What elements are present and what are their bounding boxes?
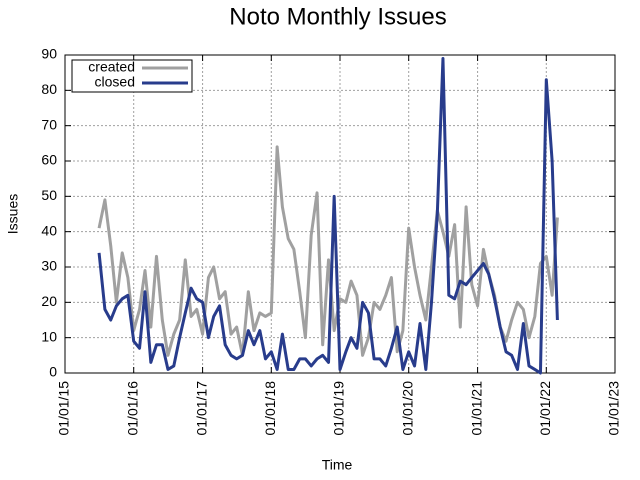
x-axis-label: Time: [322, 457, 353, 473]
legend-box: [71, 59, 193, 93]
y-tick-label: 90: [41, 46, 57, 62]
x-tick-label: 01/01/22: [537, 381, 553, 436]
legend-label: created: [88, 59, 135, 75]
y-tick-label: 0: [49, 364, 57, 380]
y-tick-label: 50: [41, 187, 57, 203]
y-tick-label: 70: [41, 116, 57, 132]
legend-label: closed: [95, 74, 135, 90]
y-tick-label: 20: [41, 293, 57, 309]
y-tick-label: 40: [41, 222, 57, 238]
x-tick-label: 01/01/18: [262, 381, 278, 436]
x-tick-label: 01/01/17: [193, 381, 209, 436]
y-tick-label: 10: [41, 328, 57, 344]
x-tick-label: 01/01/21: [468, 381, 484, 436]
plot-frame: [64, 54, 616, 374]
x-tick-label: 01/01/15: [56, 381, 72, 436]
series-line: [97, 145, 559, 357]
chart-title: Noto Monthly Issues: [229, 3, 446, 30]
y-tick-label: 30: [41, 258, 57, 274]
x-tick-label: 01/01/23: [606, 381, 622, 436]
x-tick-label: 01/01/16: [124, 381, 140, 436]
x-tick-label: 01/01/20: [399, 381, 415, 436]
series-line: [97, 57, 559, 375]
y-tick-label: 80: [41, 81, 57, 97]
y-tick-label: 60: [41, 152, 57, 168]
x-tick-label: 01/01/19: [331, 381, 347, 436]
y-axis-label: Issues: [5, 194, 21, 234]
